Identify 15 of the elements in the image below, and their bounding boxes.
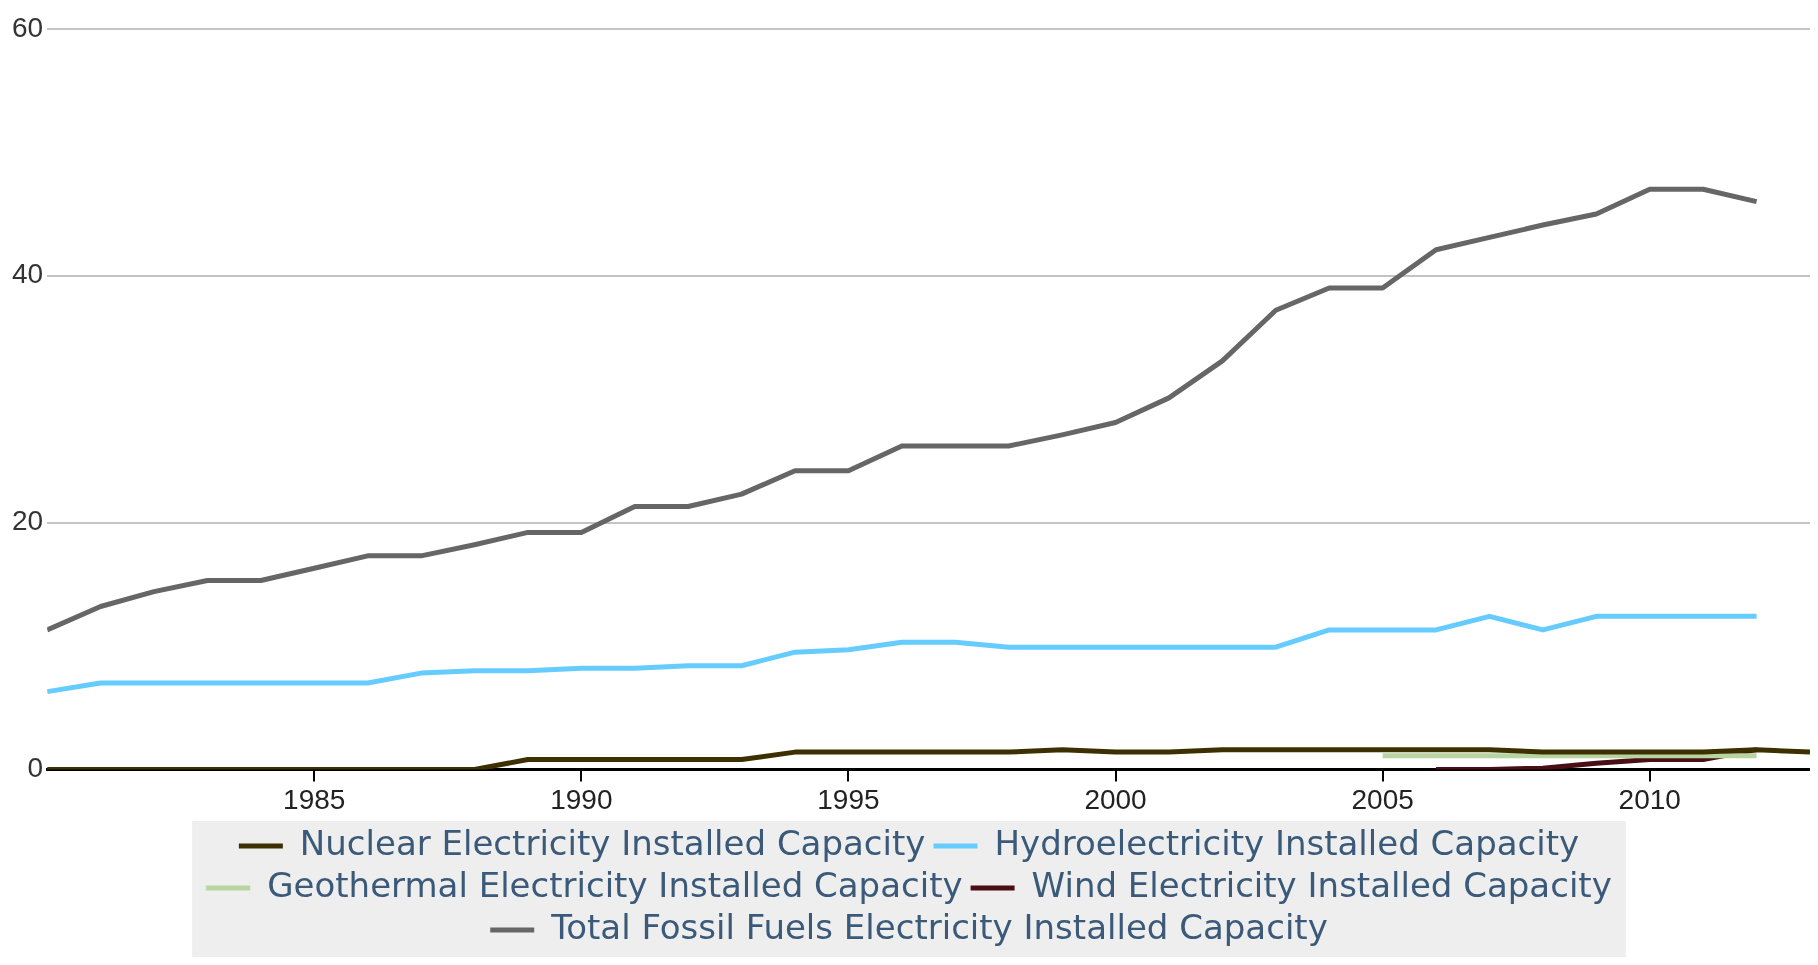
- x-tick-label: 1985: [283, 783, 346, 815]
- legend-label: Nuclear Electricity Installed Capacity: [299, 822, 926, 863]
- x-tick-label: 2005: [1351, 783, 1414, 815]
- y-tick-label: 60: [11, 11, 44, 43]
- x-tick-label: 1995: [817, 783, 880, 815]
- y-tick-label: 20: [11, 505, 44, 537]
- legend-label: Total Fossil Fuels Electricity Installed Capacity: [550, 906, 1328, 947]
- legend-label: Hydroelectricity Installed Capacity: [994, 822, 1580, 863]
- y-tick-label: 40: [11, 258, 44, 290]
- legend-label: Geothermal Electricity Installed Capacity: [267, 864, 963, 905]
- x-tick-label: 1990: [550, 783, 613, 815]
- y-tick-label: 0: [27, 752, 44, 784]
- x-tick-label: 2010: [1618, 783, 1681, 815]
- legend-label: Wind Electricity Installed Capacity: [1031, 864, 1612, 905]
- x-tick-label: 2000: [1084, 783, 1147, 815]
